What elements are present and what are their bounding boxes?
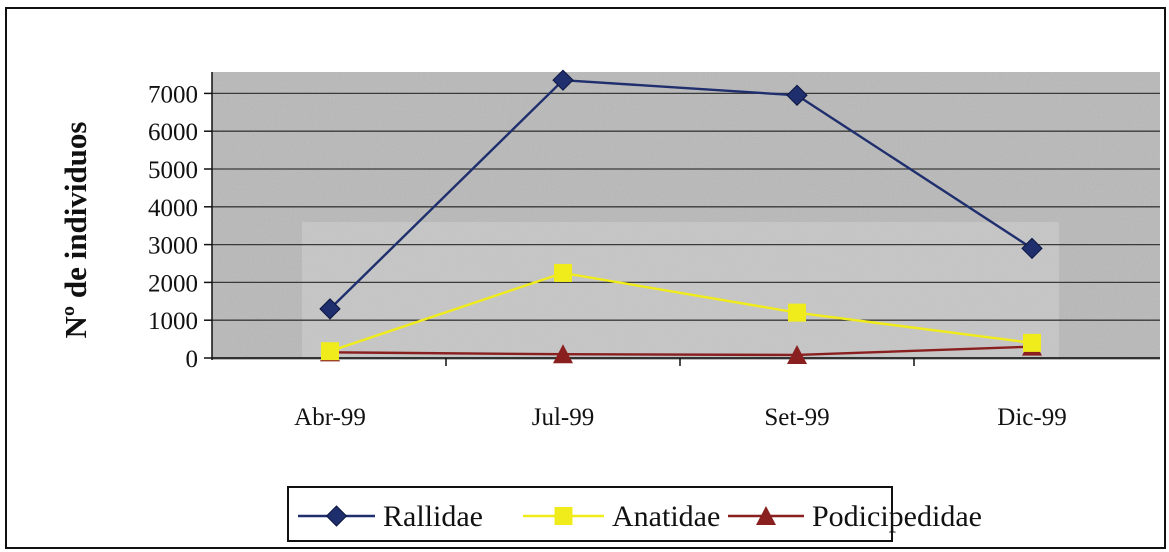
data-point-podicipedidae [787, 344, 807, 364]
legend-item-anatidae: Anatidae [523, 500, 720, 533]
data-point-anatidae [1023, 333, 1041, 352]
y-tick-label: 5000 [148, 157, 198, 184]
data-point-podicipedidae [553, 344, 573, 364]
series-rallidae [319, 69, 1043, 320]
data-point-rallidae [1021, 237, 1043, 260]
legend-marker [554, 507, 573, 525]
legend-label: Rallidae [383, 500, 483, 533]
x-tick-label: Set-99 [764, 404, 829, 431]
x-tick-label: Abr-99 [294, 404, 366, 431]
y-tick-label: 4000 [148, 195, 198, 222]
series-line-podicipedidae [329, 345, 1033, 357]
legend-label: Podicipedidae [812, 500, 982, 533]
legend-label: Anatidae [612, 500, 720, 533]
legend-marker [325, 505, 348, 527]
legend-item-rallidae: Rallidae [298, 500, 483, 533]
data-point-rallidae [786, 84, 808, 106]
y-axis-title: Nº de individuos [58, 122, 93, 339]
y-tick-label: 0 [186, 346, 199, 373]
legend-marker [756, 506, 776, 525]
series-anatidae [321, 263, 1041, 361]
legend-item-podicipedidae: Podicipedidae [728, 500, 982, 533]
y-tick-label: 6000 [148, 119, 198, 146]
series-layer [319, 69, 1043, 364]
y-tick-label: 1000 [148, 308, 198, 335]
plot-area [212, 72, 1160, 360]
data-point-rallidae [552, 69, 574, 91]
series-line-anatidae [329, 271, 1033, 353]
data-point-anatidae [788, 303, 806, 322]
data-point-rallidae [319, 298, 341, 320]
y-tick-label: 3000 [148, 233, 198, 260]
plot-texture-patch [302, 222, 1059, 358]
y-tick-label: 2000 [148, 270, 198, 297]
legend-box [287, 486, 893, 542]
series-line-rallidae [329, 78, 1033, 310]
data-point-anatidae [554, 263, 572, 282]
data-point-anatidae [321, 342, 339, 361]
x-tick-label: Dic-99 [997, 404, 1066, 431]
x-axis: Abr-99 Jul-99 Set-99 Dic-99 [212, 357, 1160, 431]
x-tick-label: Jul-99 [532, 404, 595, 431]
legend: Rallidae Anatidae Podicipedidae [287, 486, 982, 542]
y-tick-label: 7000 [148, 81, 198, 108]
y-axis: 0 1000 2000 3000 4000 5000 6000 7000 [148, 72, 213, 373]
